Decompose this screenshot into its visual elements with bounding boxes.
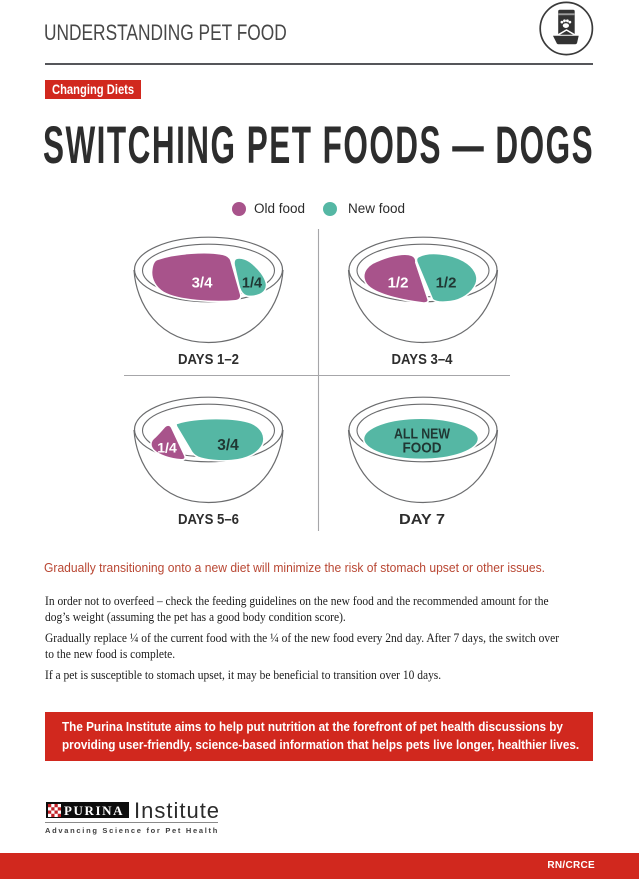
svg-text:3/4: 3/4	[217, 437, 239, 454]
svg-text:ALL NEW: ALL NEW	[394, 425, 451, 442]
svg-text:1/2: 1/2	[388, 275, 409, 292]
svg-text:DAYS 3–4: DAYS 3–4	[392, 351, 454, 368]
svg-text:FOOD: FOOD	[403, 440, 442, 457]
svg-text:3/4: 3/4	[192, 275, 214, 292]
svg-text:1/2: 1/2	[436, 275, 457, 292]
svg-text:1/4: 1/4	[157, 440, 177, 456]
svg-text:1/4: 1/4	[242, 276, 262, 292]
svg-text:DAYS 5–6: DAYS 5–6	[178, 511, 239, 528]
svg-text:DAY 7: DAY 7	[399, 511, 445, 528]
svg-text:DAYS 1–2: DAYS 1–2	[178, 351, 239, 368]
